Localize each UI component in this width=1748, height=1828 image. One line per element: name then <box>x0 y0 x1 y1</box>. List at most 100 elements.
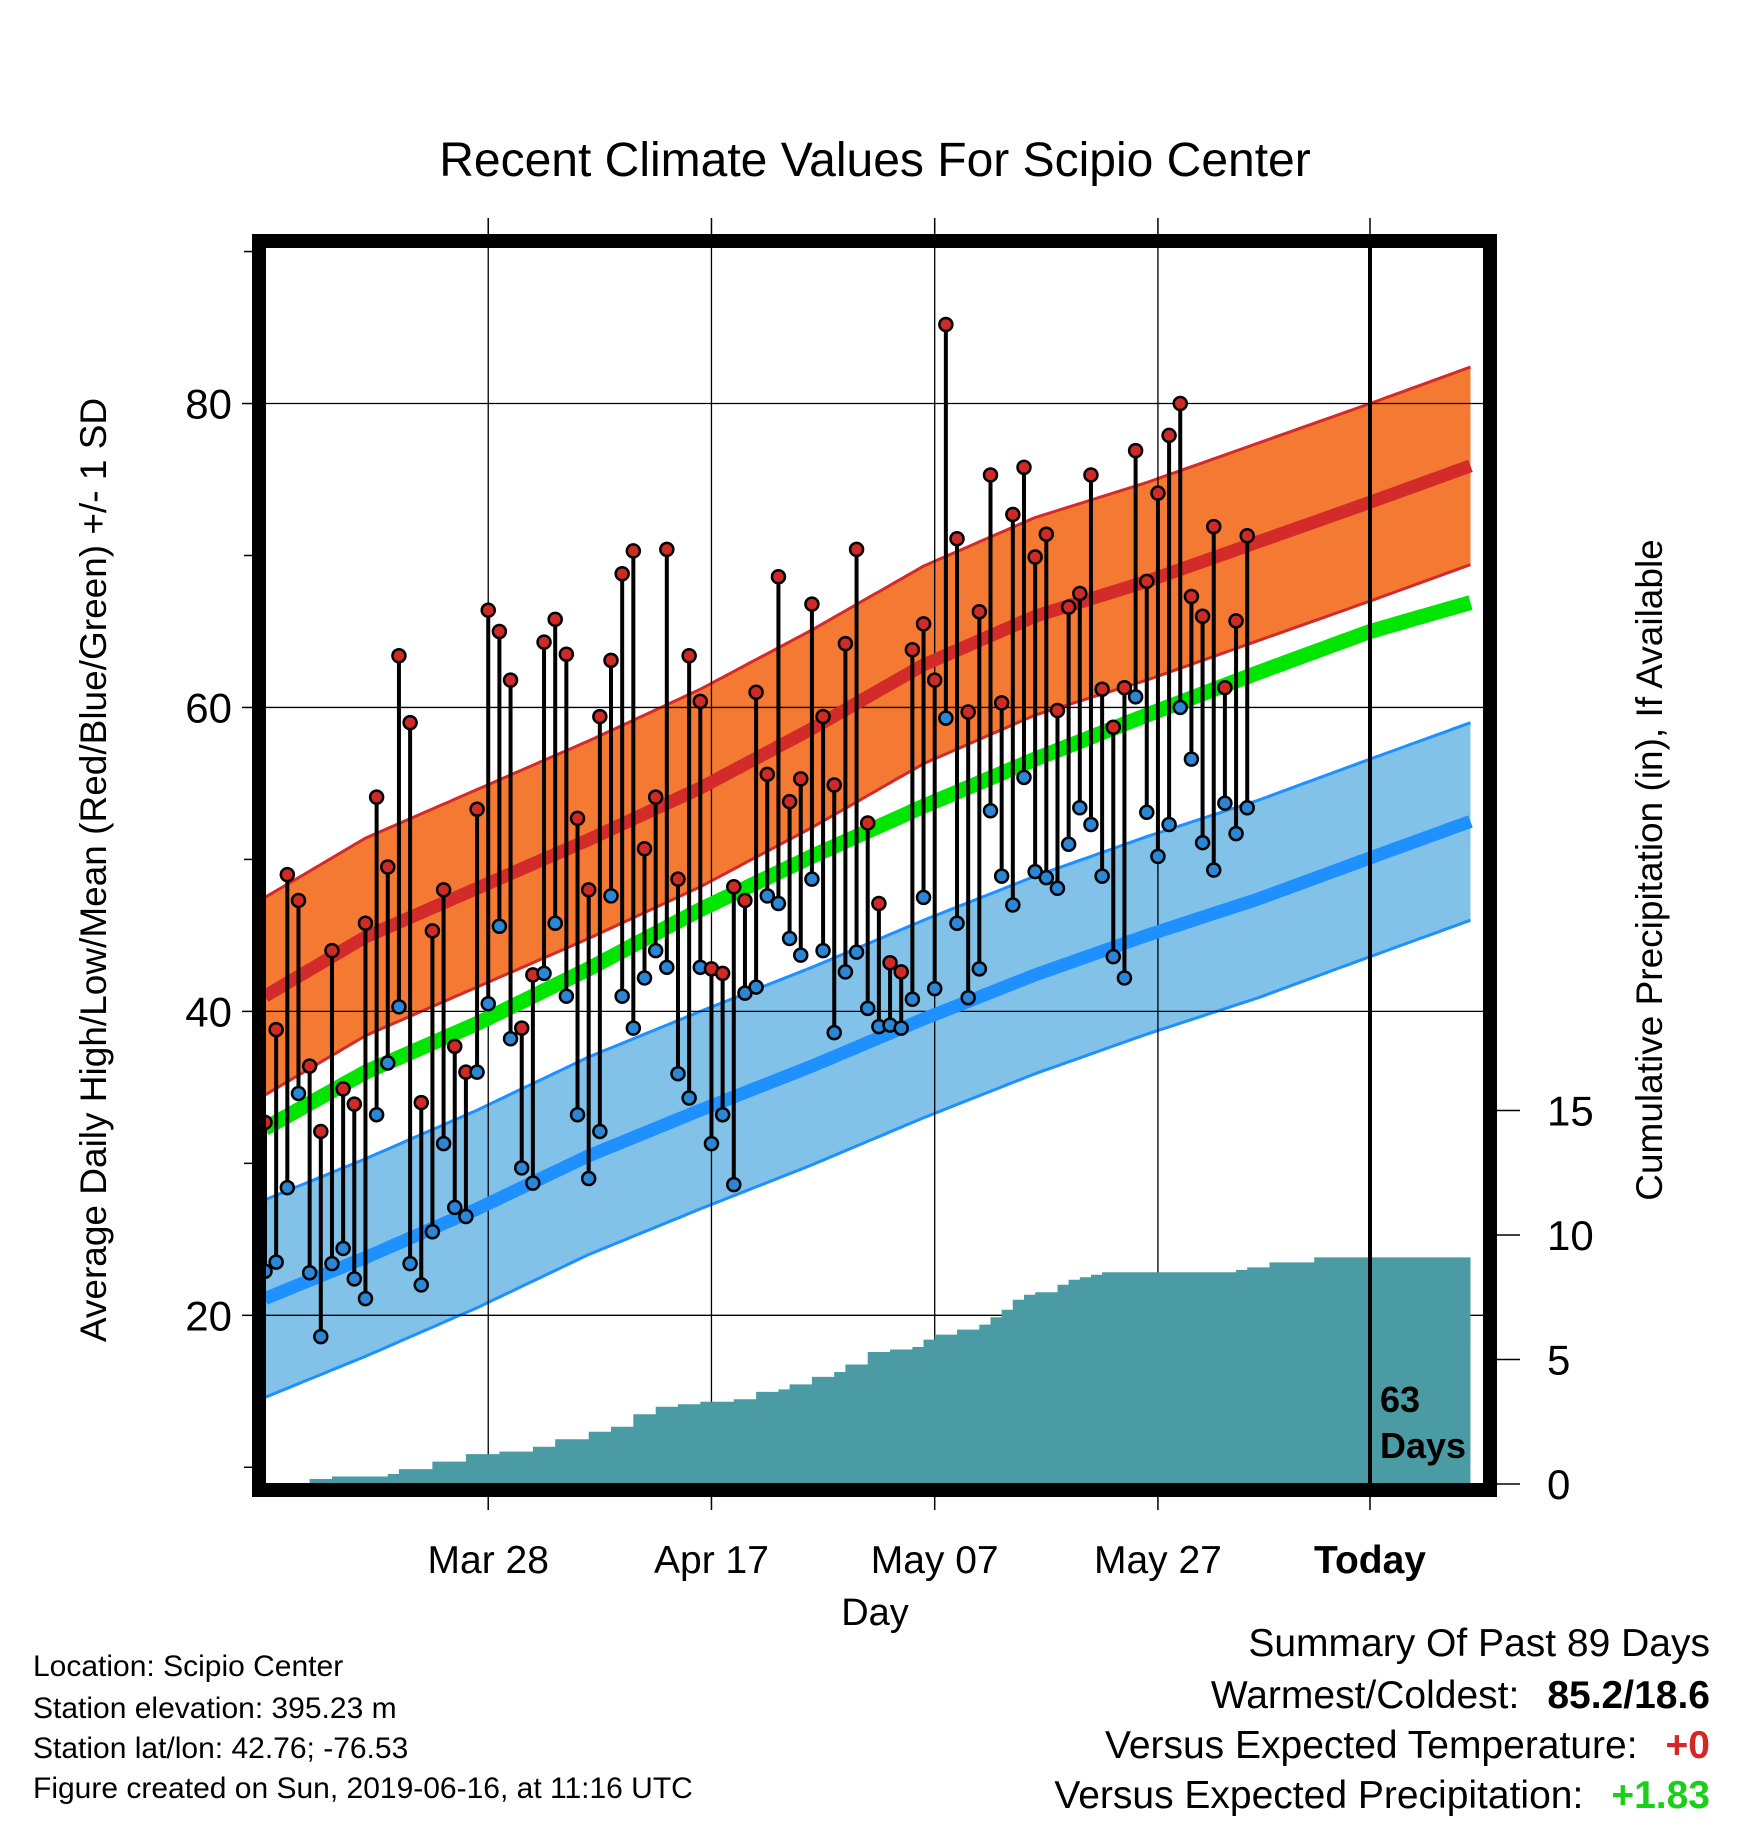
daily-high-point <box>268 1021 284 1038</box>
daily-high-point <box>1150 485 1166 501</box>
daily-low-point <box>938 710 954 726</box>
daily-low-point <box>1116 970 1133 986</box>
daily-low-point <box>1217 795 1233 811</box>
daily-high-point <box>1049 702 1066 719</box>
daily-low-point <box>770 895 787 912</box>
daily-high-point <box>670 871 686 887</box>
daily-high-point <box>1060 599 1077 615</box>
daily-high-point <box>1072 585 1088 602</box>
daily-low-point <box>1172 699 1189 716</box>
elevation-text: Station elevation: 395.23 m <box>33 1692 397 1725</box>
daily-low-point <box>424 1223 441 1240</box>
daily-low-point <box>368 1106 385 1123</box>
daily-high-point <box>402 714 418 731</box>
daily-low-point <box>647 942 664 959</box>
high-band-upper-edge <box>265 365 1472 899</box>
daily-high-point <box>1217 679 1233 696</box>
daily-high-point <box>692 693 709 710</box>
daily-low-point <box>335 1240 351 1257</box>
daily-low-point <box>502 1030 519 1047</box>
daily-high-point <box>871 895 887 912</box>
x-tick-label: May 27 <box>1094 1539 1222 1582</box>
daily-high-point <box>1083 467 1099 483</box>
daily-low-point <box>960 989 976 1006</box>
daily-low-point <box>915 889 932 906</box>
daily-high-point <box>1116 679 1133 696</box>
daily-low-point <box>391 999 407 1015</box>
daily-high-point <box>603 652 619 669</box>
daily-high-point <box>748 684 764 701</box>
daily-high-point <box>938 316 954 333</box>
daily-high-point <box>324 942 340 959</box>
daily-high-point <box>882 955 898 971</box>
daily-low-point <box>480 996 496 1012</box>
daily-high-point <box>826 777 842 793</box>
daily-low-point <box>380 1055 396 1071</box>
daily-high-point <box>1161 427 1177 444</box>
summary-temp: Versus Expected Temperature: +0 <box>1105 1724 1710 1768</box>
daily-low-point <box>993 868 1010 884</box>
daily-high-point <box>893 964 909 980</box>
daily-low-point <box>435 1135 452 1152</box>
chart-title: Recent Climate Values For Scipio Center <box>439 134 1310 187</box>
daily-high-point <box>1038 526 1055 542</box>
low-sd-band <box>265 722 1471 1398</box>
summary-warm-cold: Warmest/Coldest: 85.2/18.6 <box>1211 1674 1710 1718</box>
daily-low-point <box>893 1020 909 1036</box>
y-tick-label: 60 <box>185 684 232 731</box>
daily-low-point <box>848 944 865 960</box>
daily-high-point <box>335 1081 351 1097</box>
days-marker-line2: Days <box>1380 1425 1466 1466</box>
daily-low-point <box>1005 897 1021 913</box>
daily-low-point <box>670 1065 686 1082</box>
daily-low-point <box>1194 834 1211 851</box>
daily-high-point <box>265 1114 273 1131</box>
daily-high-point <box>960 704 976 720</box>
daily-low-point <box>268 1254 284 1270</box>
daily-high-point <box>1027 549 1043 565</box>
daily-high-point <box>391 648 407 664</box>
daily-high-point <box>949 531 965 547</box>
daily-low-point <box>748 979 764 995</box>
y-axis-label: Average Daily High/Low/Mean (Red/Blue/Gr… <box>73 398 114 1342</box>
y-right-tick-label: 15 <box>1547 1088 1594 1135</box>
daily-high-point <box>781 793 798 810</box>
daily-high-point <box>1228 613 1244 629</box>
precip-area <box>265 1257 1471 1484</box>
daily-low-point <box>1072 800 1088 816</box>
daily-low-point <box>971 961 988 977</box>
daily-low-point <box>491 918 508 935</box>
daily-high-point <box>446 1038 463 1055</box>
daily-high-point <box>1016 459 1032 476</box>
temp-label: Versus Expected Temperature: <box>1104 1724 1638 1767</box>
y-right-tick-label: 5 <box>1547 1337 1570 1384</box>
daily-low-point <box>536 965 552 982</box>
daily-high-point <box>368 789 385 805</box>
daily-high-point <box>1139 573 1155 590</box>
daily-high-point <box>982 467 999 483</box>
daily-low-point <box>659 959 675 976</box>
daily-low-point <box>815 942 831 959</box>
created-text: Figure created on Sun, 2019-06-16, at 11… <box>33 1772 693 1805</box>
daily-low-point <box>982 803 999 819</box>
days-marker-line1: 63 <box>1380 1379 1420 1420</box>
daily-low-point <box>1016 769 1032 786</box>
daily-low-point <box>1161 816 1177 833</box>
latlon-text: Station lat/lon: 42.76; -76.53 <box>33 1732 409 1765</box>
daily-low-point <box>1094 868 1110 884</box>
y-tick-label: 80 <box>185 381 232 428</box>
daily-low-point <box>446 1199 463 1216</box>
daily-high-point <box>770 569 787 585</box>
daily-high-point <box>502 672 519 688</box>
precip-value: +1.83 <box>1611 1774 1710 1817</box>
daily-high-point <box>1094 681 1110 697</box>
daily-high-point <box>424 923 441 939</box>
daily-low-point <box>301 1265 318 1281</box>
daily-high-point <box>1127 442 1144 459</box>
daily-low-point <box>1205 862 1222 878</box>
daily-low-point <box>402 1255 418 1272</box>
daily-high-point <box>547 611 563 628</box>
daily-low-point <box>926 980 943 997</box>
daily-low-point <box>859 1000 876 1017</box>
